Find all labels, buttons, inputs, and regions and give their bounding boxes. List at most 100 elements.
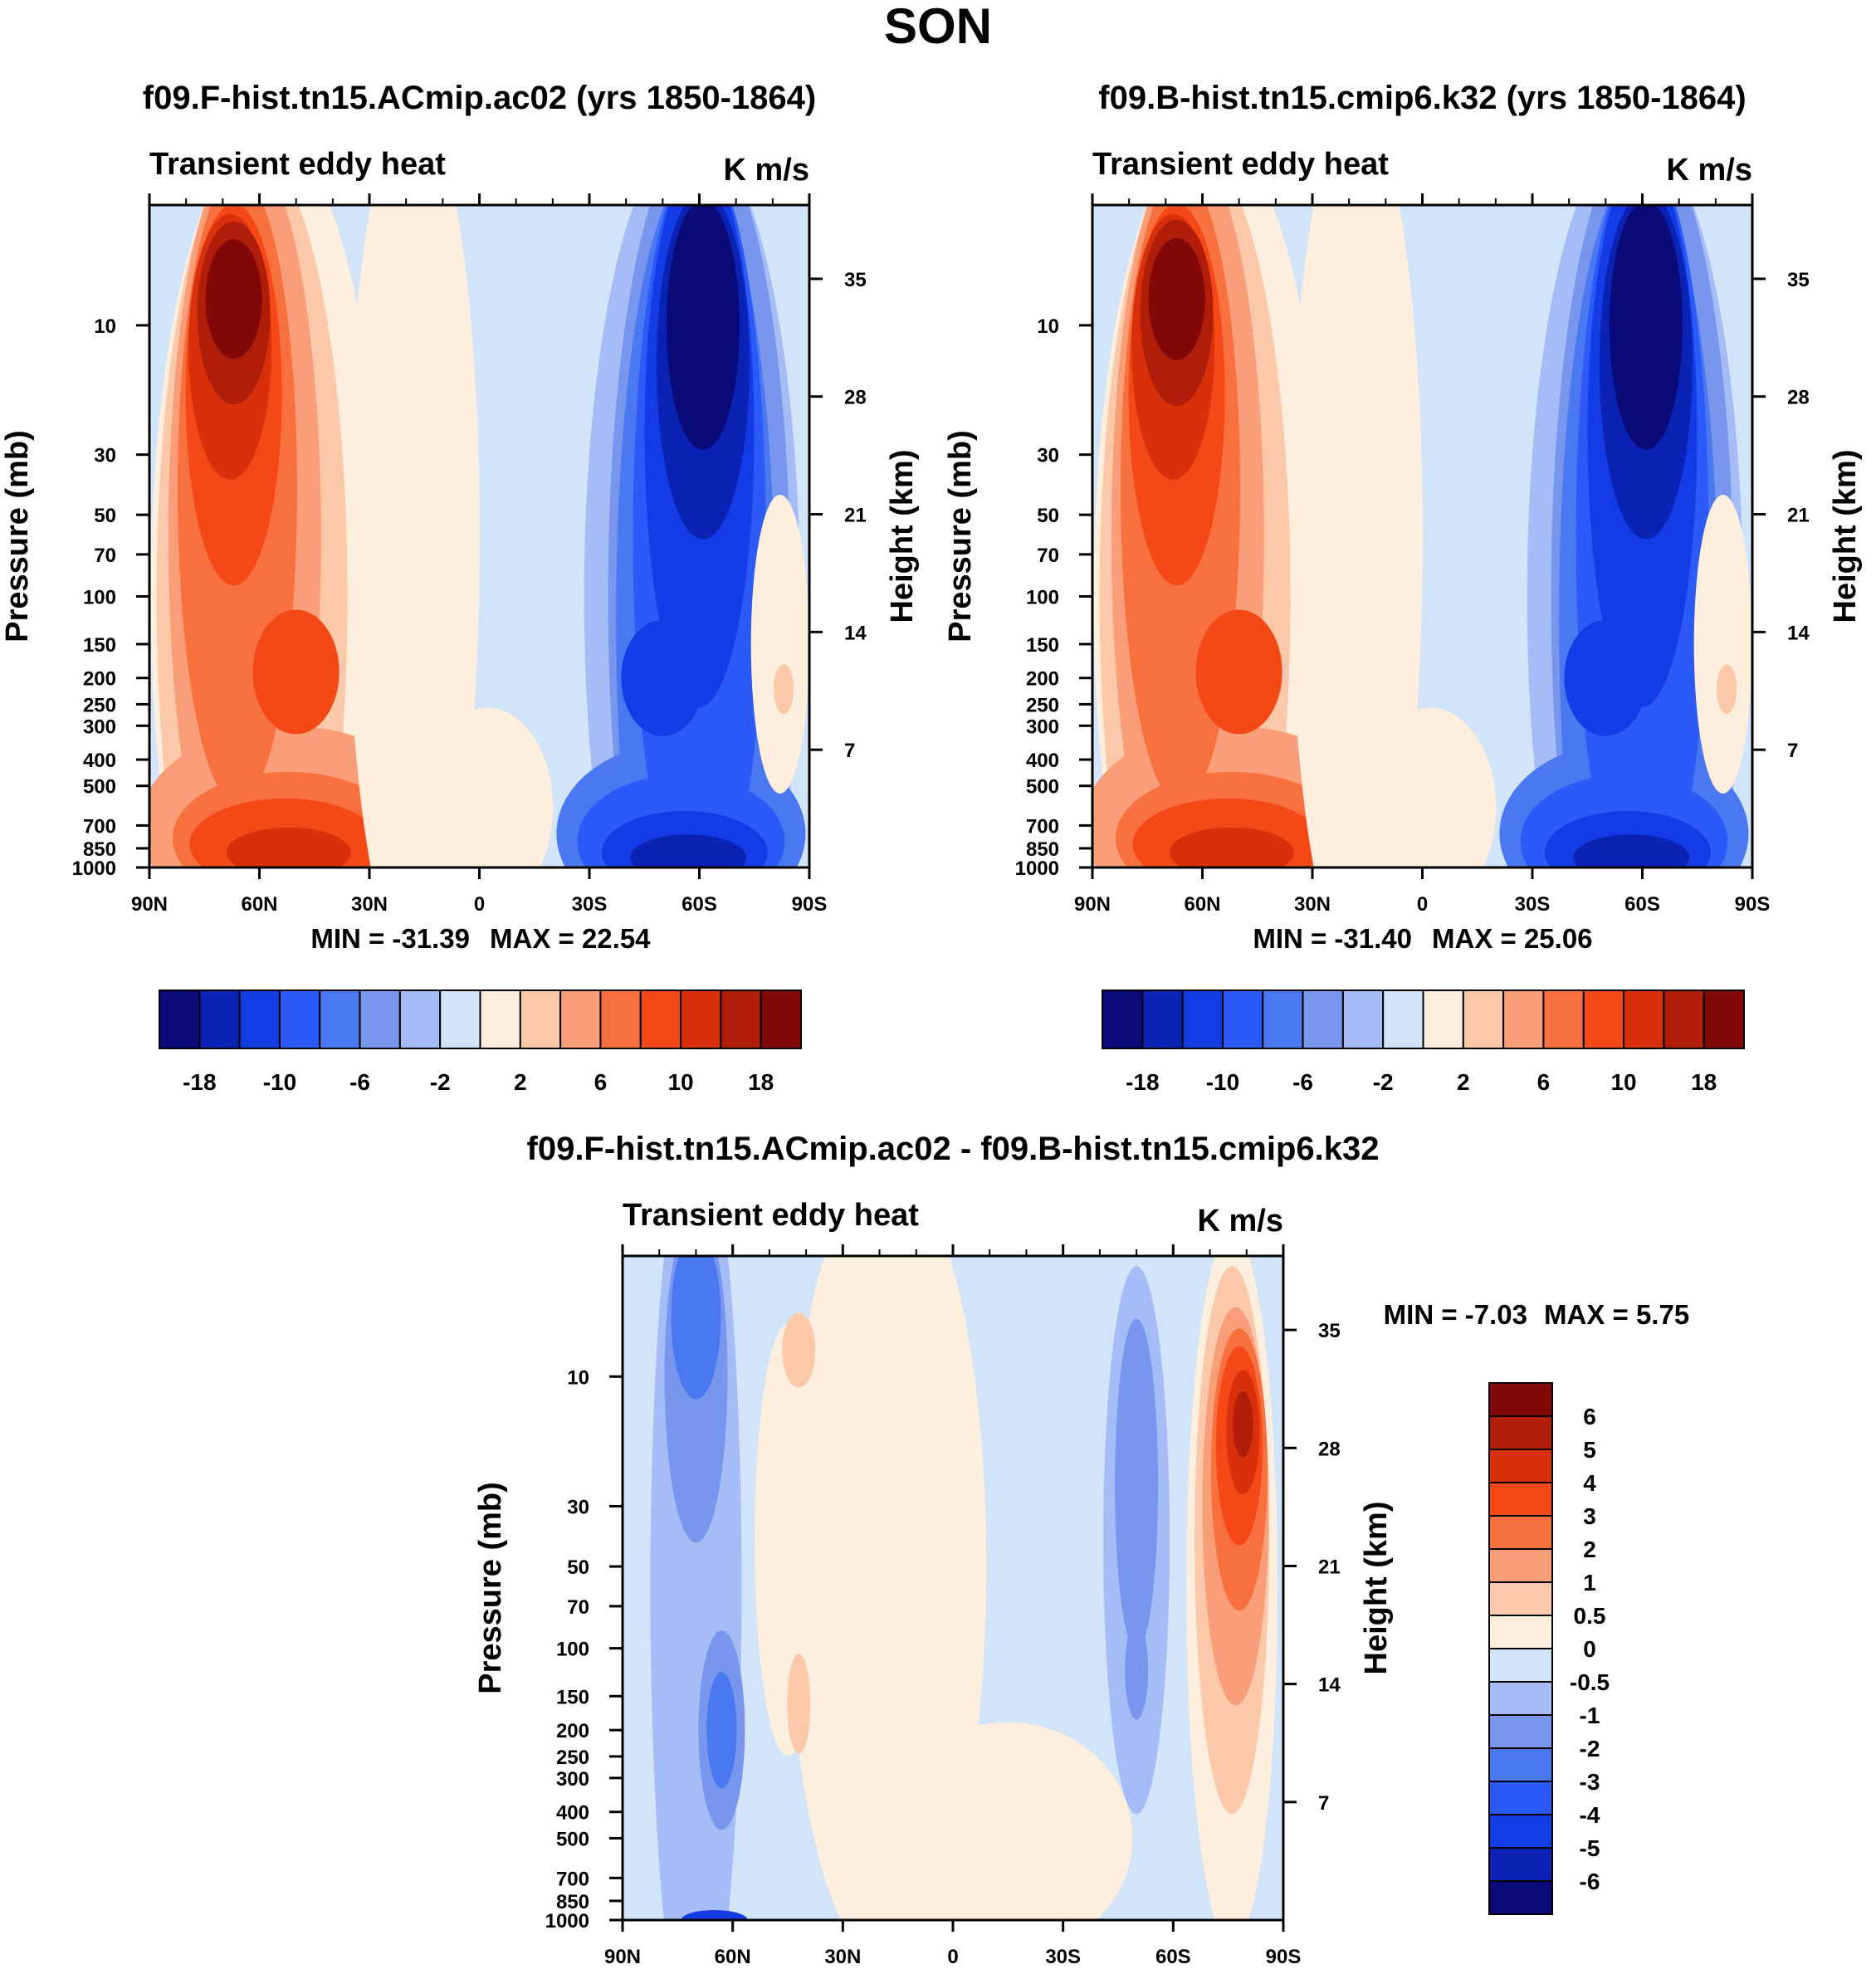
p-tick-label: 850: [1026, 838, 1059, 861]
colorbar-label: 10: [667, 1069, 693, 1095]
x-tick-label: 0: [1417, 893, 1428, 916]
x-tick-label: 90N: [1074, 893, 1111, 916]
diff-pink-spot-2: [787, 1654, 811, 1754]
contour-field: [623, 1256, 1283, 1920]
colorbar-box: [1488, 1714, 1553, 1749]
h-tick-label: 28: [1318, 1438, 1341, 1460]
sh-core: [666, 205, 740, 450]
colorbar-box: [720, 990, 762, 1049]
colorbar-label: 18: [748, 1069, 774, 1095]
chart-panel-2: f09.B-hist.tn15.cmip6.k32 (yrs 1850-1864…: [943, 80, 1863, 1095]
right-string: K m/s: [1198, 1204, 1283, 1239]
colorbar-label: -2: [1373, 1069, 1394, 1095]
x-tick-label: 30S: [572, 893, 608, 916]
p-tick-label: 500: [556, 1828, 589, 1850]
panel-title: f09.F-hist.tn15.ACmip.ac02 - f09.B-hist.…: [527, 1131, 1380, 1167]
y2-axis-label: Height (km): [1828, 450, 1863, 623]
p-tick-label: 150: [1026, 634, 1059, 657]
colorbar: -18 -10 -6 -2 2 6 10 18: [159, 990, 802, 1095]
colorbar-label: 2: [514, 1069, 527, 1095]
p-tick-label: 300: [83, 716, 116, 738]
colorbar-box: [1582, 990, 1625, 1049]
p-tick-label: 100: [83, 586, 116, 608]
colorbar-label: -6: [349, 1069, 370, 1095]
x-tick-label: 60S: [1155, 1946, 1191, 1968]
colorbar-box: [1341, 990, 1385, 1049]
colorbar-box: [639, 990, 682, 1049]
h-tick-label: 28: [844, 387, 867, 409]
colorbar-label: -6: [1580, 1869, 1600, 1894]
diff-nh-neg-3: [671, 1256, 721, 1400]
sh-core: [1609, 205, 1683, 450]
right-string: K m/s: [1667, 153, 1752, 188]
colorbar-box: [519, 990, 562, 1049]
h-tick-label: 35: [1787, 269, 1810, 291]
h-tick-label: 14: [844, 622, 867, 644]
colorbar-box: [1488, 1880, 1553, 1915]
colorbar-label: 6: [594, 1069, 608, 1095]
colorbar-box: [599, 990, 642, 1049]
colorbar-box: [760, 990, 802, 1049]
h-tick-label: 21: [1318, 1556, 1341, 1578]
x-tick-label: 60S: [682, 893, 717, 916]
colorbar-box: [359, 990, 401, 1049]
p-tick-label: 200: [1026, 668, 1059, 691]
colorbar-label: -6: [1292, 1069, 1313, 1095]
x-tick-label: 30S: [1045, 1946, 1081, 1968]
nh-mid-5: [1195, 609, 1282, 735]
colorbar-label: -2: [1580, 1736, 1600, 1762]
colorbar-label: 4: [1583, 1470, 1596, 1496]
colorbar-box: [1488, 1449, 1553, 1483]
x-tick-label: 30N: [351, 893, 388, 916]
max-label: MAX = 5.75: [1544, 1299, 1689, 1330]
p-tick-label: 500: [83, 776, 116, 799]
colorbar-box: [1703, 990, 1745, 1049]
colorbar-box: [1488, 1382, 1553, 1417]
x-tick-label: 90S: [1735, 893, 1771, 916]
y2-axis-label: Height (km): [885, 450, 920, 623]
colorbar-box: [1488, 1847, 1553, 1882]
diff-nh-mid-pink: [755, 1324, 821, 1757]
left-string: Transient eddy heat: [149, 147, 446, 182]
p-tick-label: 50: [567, 1556, 589, 1579]
colorbar-box: [1422, 990, 1464, 1049]
colorbar-label: -3: [1580, 1769, 1600, 1795]
p-tick-label: 200: [83, 668, 116, 691]
sh-polar-pink-2: [1717, 664, 1737, 715]
colorbar-label: -18: [183, 1069, 216, 1095]
y-axis-label: Pressure (mb): [943, 430, 978, 643]
colorbar-box: [1623, 990, 1665, 1049]
left-string: Transient eddy heat: [1092, 147, 1389, 182]
colorbar-box: [198, 990, 241, 1049]
colorbar-label: 10: [1610, 1069, 1636, 1095]
diff-sh-neg-3: [1125, 1620, 1149, 1720]
p-tick-label: 700: [1026, 815, 1059, 838]
chart-panel-3: f09.F-hist.tn15.ACmip.ac02 - f09.B-hist.…: [473, 1131, 1689, 1968]
colorbar-box: [319, 990, 361, 1049]
p-tick-label: 700: [83, 815, 116, 838]
x-tick-label: 0: [947, 1946, 958, 1968]
colorbar: 6 5 4 3 2 1 0.5 0 -0.5 -1 -2 -3 -4 -5 -6: [1488, 1382, 1610, 1915]
colorbar-label: -10: [263, 1069, 296, 1095]
x-tick-label: 30S: [1515, 893, 1551, 916]
colorbar-box: [1488, 1814, 1553, 1849]
colorbar-box: [1488, 1615, 1553, 1649]
sh-polar-pink: [1693, 494, 1752, 794]
x-tick-label: 90N: [604, 1946, 641, 1968]
min-label: MIN = -31.39: [310, 923, 470, 954]
tropical-pink-low: [1363, 707, 1497, 867]
colorbar-box: [1462, 990, 1505, 1049]
p-tick-label: 850: [556, 1891, 589, 1913]
colorbar-box: [680, 990, 722, 1049]
p-tick-label: 300: [556, 1768, 589, 1791]
h-tick-label: 14: [1787, 622, 1810, 644]
p-tick-label: 400: [83, 750, 116, 772]
contour-field: [149, 205, 809, 867]
colorbar-label: -1: [1580, 1703, 1600, 1728]
min-label: MIN = -7.03: [1384, 1299, 1527, 1330]
colorbar: -18 -10 -6 -2 2 6 10 18: [1102, 990, 1745, 1095]
sh-polar-pink-2: [774, 664, 794, 715]
p-tick-label: 1000: [545, 1910, 589, 1933]
sh-mid-2: [621, 619, 705, 736]
